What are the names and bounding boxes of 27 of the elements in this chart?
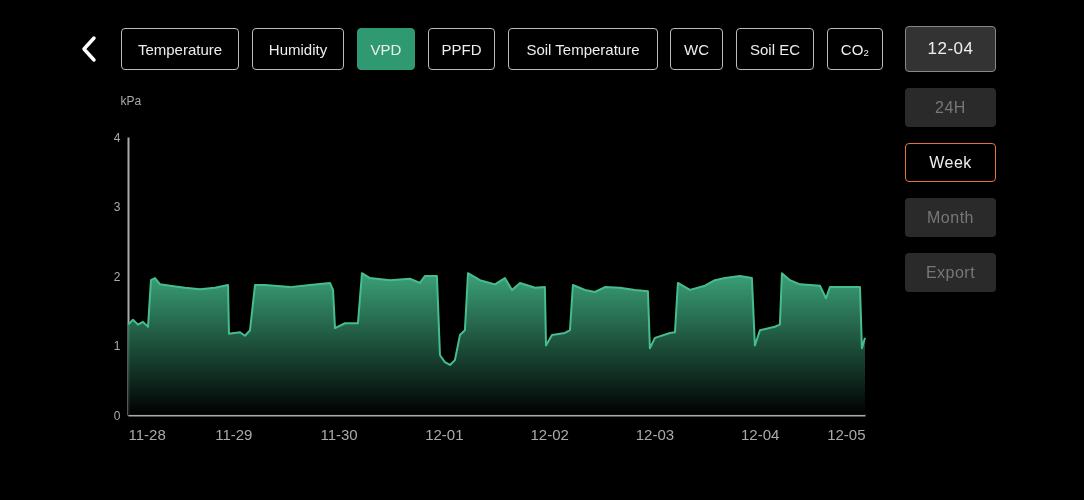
text: PPFD xyxy=(428,28,495,70)
x-tick-label: 11-30 xyxy=(320,425,358,443)
y-tick-label: 1 xyxy=(113,339,121,353)
text: Humidity xyxy=(252,28,344,70)
y-tick-label: 2 xyxy=(113,269,121,284)
x-tick-label: 11-28 xyxy=(128,425,166,443)
text: Temperature xyxy=(121,28,239,70)
y-tick-label: 4 xyxy=(113,130,121,145)
text: WC xyxy=(670,28,723,70)
text: Export xyxy=(905,253,996,292)
y-tick-label: 3 xyxy=(113,200,121,214)
x-tick-label: 12-04 xyxy=(741,425,780,443)
text: Month xyxy=(905,198,996,237)
text: Soil Temperature xyxy=(508,28,658,70)
text: Soil EC xyxy=(736,28,814,70)
text: Week xyxy=(905,143,996,182)
x-tick-label: 11-29 xyxy=(215,425,253,443)
text: 24H xyxy=(905,88,996,127)
text: CO₂ xyxy=(827,28,883,70)
text: 12-04 xyxy=(905,26,996,72)
y-tick-label: 0 xyxy=(113,408,121,423)
y-axis-title: kPa xyxy=(120,93,142,108)
x-tick-label: 12-03 xyxy=(635,425,675,443)
x-tick-label: 12-01 xyxy=(425,425,464,443)
x-tick-label: 12-05 xyxy=(827,425,866,443)
x-tick-label: 12-02 xyxy=(530,425,569,443)
text: VPD xyxy=(357,28,415,70)
